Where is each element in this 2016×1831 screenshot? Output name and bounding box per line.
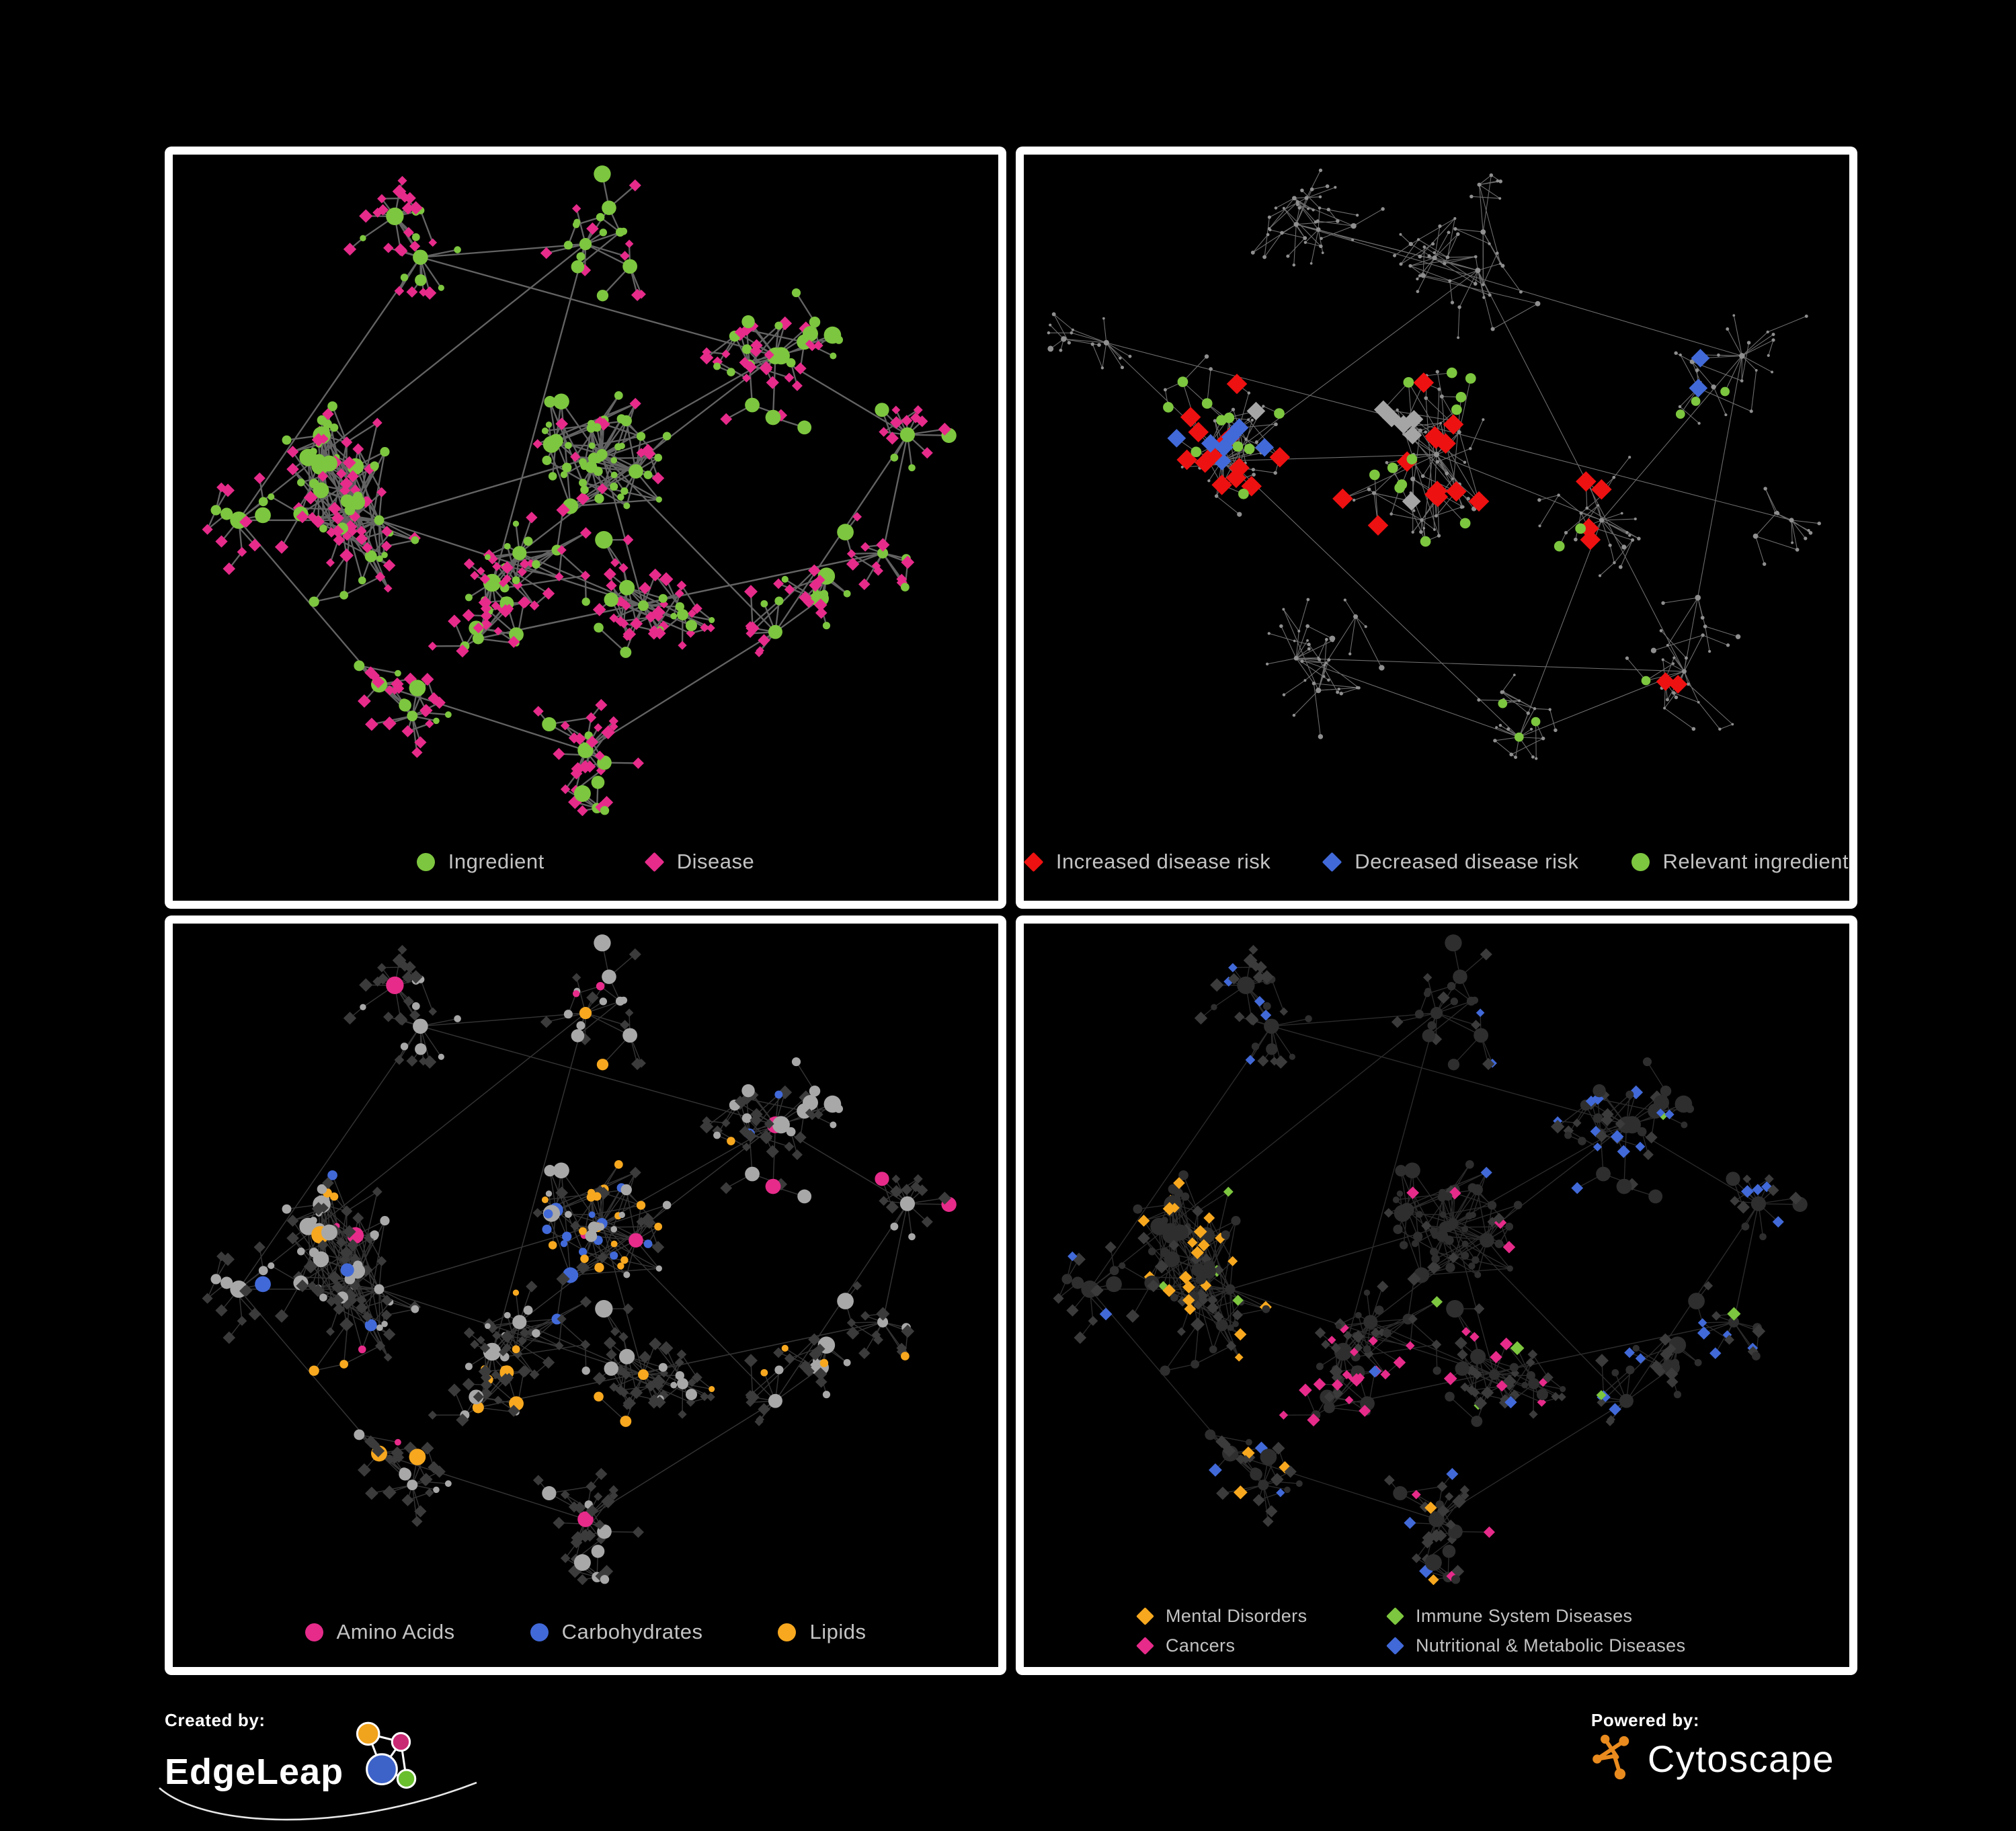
legend-symbol-circle <box>305 1623 323 1641</box>
legend-item: Lipids <box>778 1620 866 1644</box>
powered-by-label: Powered by: <box>1591 1710 1834 1731</box>
legend-item: Mental Disorders <box>1137 1606 1387 1627</box>
legend-symbol-diamond <box>1024 852 1044 872</box>
legend-item: Disease <box>645 850 755 874</box>
disease-risk-network-graph <box>1024 159 1849 816</box>
poster-canvas: Ingredient Disease Increased disease risk… <box>165 147 1857 1675</box>
disease-classes-legend: Mental Disorders Immune System Diseases Ca… <box>1137 1606 1685 1656</box>
created-by-block: Created by: EdgeLeap <box>165 1710 427 1807</box>
legend-symbol-diamond <box>1386 1637 1404 1655</box>
panel-disease-risk: Increased disease risk Decreased disease … <box>1016 147 1857 909</box>
legend-label: Increased disease risk <box>1056 850 1271 874</box>
legend-label: Immune System Diseases <box>1416 1606 1632 1627</box>
legend-label: Nutritional & Metabolic Diseases <box>1416 1635 1685 1656</box>
panel-disease-classes: Mental Disorders Immune System Diseases Ca… <box>1016 915 1857 1675</box>
cytoscape-wordmark: Cytoscape <box>1648 1740 1834 1778</box>
legend-item: Carbohydrates <box>530 1620 703 1644</box>
ingredient-disease-network-graph <box>173 159 998 816</box>
footer: Created by: EdgeLeap Powered by: <box>165 1675 1857 1820</box>
legend-label: Disease <box>677 850 755 874</box>
legend-label: Ingredient <box>448 850 545 874</box>
legend-symbol-diamond <box>1136 1607 1154 1625</box>
ingredient-classes-network-graph <box>173 928 998 1585</box>
legend-label: Carbohydrates <box>562 1620 703 1644</box>
legend-symbol-circle <box>530 1623 549 1641</box>
legend-label: Mental Disorders <box>1166 1606 1307 1627</box>
legend-label: Cancers <box>1166 1635 1235 1656</box>
panel-ingredient-disease: Ingredient Disease <box>165 147 1006 909</box>
legend-label: Lipids <box>809 1620 866 1644</box>
legend-item: Cancers <box>1137 1635 1387 1656</box>
legend-item: Immune System Diseases <box>1387 1606 1685 1627</box>
legend-symbol-circle <box>417 853 435 871</box>
legend-symbol-circle <box>778 1623 796 1641</box>
disease-risk-legend: Increased disease risk Decreased disease … <box>1024 850 1849 874</box>
powered-by-block: Powered by: Cytoscape <box>1591 1710 1834 1782</box>
legend-item: Nutritional & Metabolic Diseases <box>1387 1635 1685 1656</box>
legend-symbol-diamond <box>1386 1607 1404 1625</box>
edgeleap-wordmark: EdgeLeap <box>165 1754 344 1790</box>
legend-item: Amino Acids <box>305 1620 455 1644</box>
legend-symbol-circle <box>1631 853 1650 871</box>
edgeleap-logo-icon <box>338 1719 427 1807</box>
cytoscape-logo-icon <box>1591 1732 1641 1782</box>
legend-symbol-diamond <box>644 852 664 872</box>
ingredient-disease-legend: Ingredient Disease <box>173 850 998 874</box>
legend-item: Increased disease risk <box>1024 850 1271 874</box>
legend-label: Relevant ingredient <box>1663 850 1849 874</box>
legend-label: Amino Acids <box>337 1620 455 1644</box>
legend-item: Relevant ingredient <box>1631 850 1849 874</box>
legend-symbol-diamond <box>1322 852 1342 872</box>
legend-label: Decreased disease risk <box>1355 850 1578 874</box>
legend-item: Decreased disease risk <box>1323 850 1578 874</box>
panel-ingredient-classes: Amino Acids Carbohydrates Lipids <box>165 915 1006 1675</box>
legend-item: Ingredient <box>417 850 545 874</box>
disease-classes-network-graph <box>1024 928 1849 1585</box>
ingredient-classes-legend: Amino Acids Carbohydrates Lipids <box>173 1620 998 1644</box>
legend-symbol-diamond <box>1136 1637 1154 1655</box>
